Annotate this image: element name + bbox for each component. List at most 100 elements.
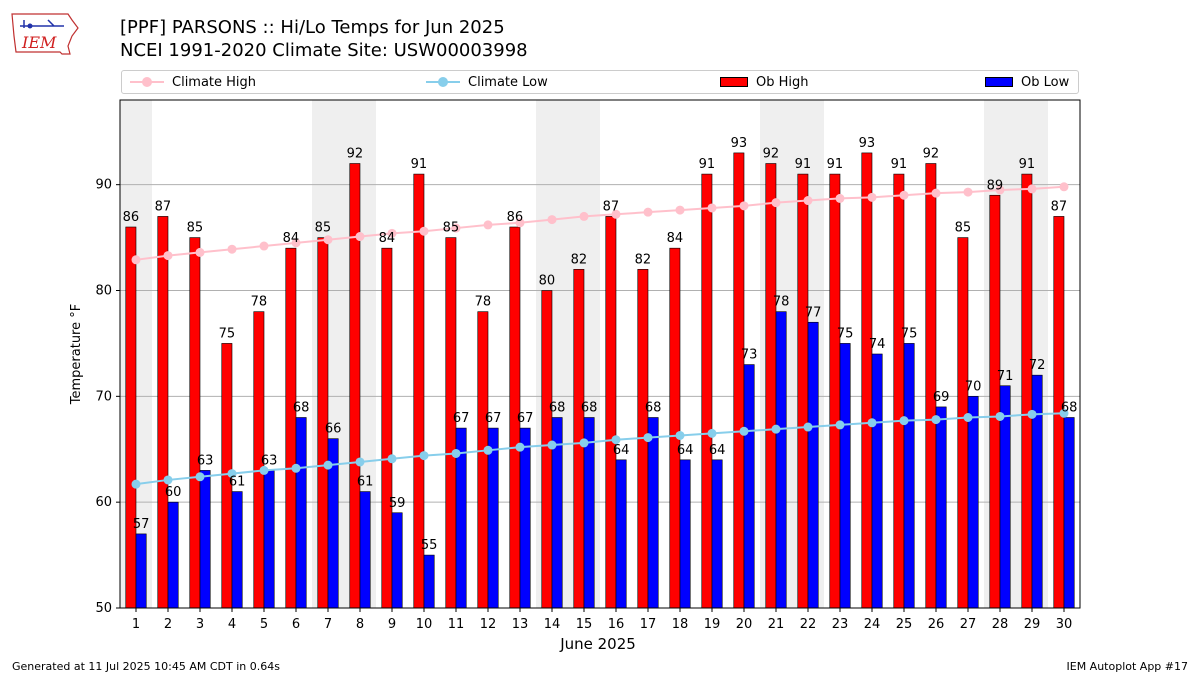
ob-low-label-day-9: 59 <box>389 496 406 511</box>
ob-high-label-day-22: 91 <box>795 157 812 172</box>
climate-high-point-day-21 <box>771 198 781 208</box>
ob-low-bar-day-1 <box>135 533 147 609</box>
climate-low-point-day-8 <box>355 457 365 467</box>
ob-high-bar-day-9 <box>381 247 393 609</box>
climate-low-point-day-20 <box>739 426 749 436</box>
legend-climate-low-label: Climate Low <box>468 74 548 90</box>
chart-subtitle: NCEI 1991-2020 Climate Site: USW00003998 <box>120 40 528 61</box>
footer-app: IEM Autoplot App #17 <box>1066 660 1189 673</box>
ob-low-label-day-12: 67 <box>485 411 502 426</box>
x-tick-label: 25 <box>896 617 913 632</box>
ob-high-bar-day-24 <box>861 152 873 609</box>
ob-high-bar-day-16 <box>605 216 617 609</box>
x-tick-label: 1 <box>132 617 140 632</box>
y-tick-label: 50 <box>95 601 112 616</box>
ob-high-label-day-17: 82 <box>635 252 652 267</box>
climate-low-point-day-1 <box>131 479 141 489</box>
ob-high-label-day-4: 75 <box>219 326 236 341</box>
x-tick-label: 27 <box>960 617 977 632</box>
climate-high-point-day-27 <box>963 187 973 197</box>
legend-ob-low: Ob Low <box>985 71 1069 93</box>
logo-text: IEM <box>21 33 57 52</box>
ob-high-label-day-27: 85 <box>955 221 972 236</box>
x-tick-label: 30 <box>1056 617 1073 632</box>
ob-high-label-day-1: 86 <box>123 210 140 225</box>
weather-station-icon <box>20 19 64 28</box>
x-tick-label: 3 <box>196 617 204 632</box>
y-tick-label: 60 <box>95 495 112 510</box>
ob-high-label-day-7: 85 <box>315 221 332 236</box>
ob-low-label-day-15: 68 <box>581 401 598 416</box>
ob-low-label-day-23: 75 <box>837 326 854 341</box>
climate-high-point-day-19 <box>707 203 717 213</box>
ob-low-bar-day-25 <box>903 343 915 609</box>
climate-high-point-day-14 <box>547 215 557 225</box>
climate-low-point-day-10 <box>419 451 429 461</box>
x-tick-label: 23 <box>832 617 849 632</box>
x-tick-label: 15 <box>576 617 593 632</box>
ob-low-label-day-2: 60 <box>165 485 182 500</box>
ob-low-label-day-25: 75 <box>901 326 918 341</box>
plot-frame <box>119 99 1081 609</box>
climate-low-point-day-25 <box>899 416 909 426</box>
ob-high-bar-day-6 <box>285 247 297 609</box>
ob-low-bar-day-22 <box>807 321 819 609</box>
ob-low-label-day-10: 55 <box>421 538 438 553</box>
ob-low-bar-day-13 <box>519 427 531 609</box>
ob-high-bar-day-27 <box>957 237 969 609</box>
ob-high-bar-day-29 <box>1021 173 1033 609</box>
climate-high-point-day-24 <box>867 192 877 202</box>
ob-low-label-day-19: 64 <box>709 443 726 458</box>
gridlines <box>120 184 1080 503</box>
climate-low-point-day-5 <box>259 465 269 475</box>
climate-low-point-day-2 <box>163 475 173 485</box>
climate-high-point-day-10 <box>419 226 429 236</box>
ob-high-label-day-23: 91 <box>827 157 844 172</box>
x-tick-label: 22 <box>800 617 817 632</box>
climate-low-point-day-17 <box>643 433 653 443</box>
climate-low-point-day-30 <box>1059 408 1069 418</box>
legend-climate-high: Climate High <box>130 71 256 93</box>
climate-low-point-day-27 <box>963 413 973 422</box>
climate-lines <box>131 182 1069 489</box>
ob-low-label-day-18: 64 <box>677 443 694 458</box>
ob-high-label-day-16: 87 <box>603 199 620 214</box>
legend-climate-low: Climate Low <box>426 71 548 93</box>
legend-climate-high-swatch <box>130 77 164 87</box>
x-tick-label: 19 <box>704 617 721 632</box>
climate-high-point-day-22 <box>803 196 813 206</box>
ob-low-label-day-5: 63 <box>261 453 278 468</box>
legend-climate-high-label: Climate High <box>172 74 257 90</box>
ob-low-label-day-24: 74 <box>869 337 886 352</box>
x-tick-label: 2 <box>164 617 172 632</box>
ob-low-bar-day-5 <box>263 470 275 609</box>
ob-high-bar-day-8 <box>349 163 361 609</box>
climate-low-point-day-22 <box>803 422 813 432</box>
x-tick-label: 16 <box>608 617 625 632</box>
ob-low-label-day-26: 69 <box>933 390 950 405</box>
climate-low-point-day-28 <box>995 411 1005 421</box>
ob-high-label-day-26: 92 <box>923 147 940 162</box>
climate-low-point-day-14 <box>547 440 557 450</box>
legend-climate-low-swatch <box>426 77 460 87</box>
ob-high-label-day-24: 93 <box>859 136 876 151</box>
ob-low-bar-day-26 <box>935 406 947 609</box>
ob-low-bar-day-27 <box>967 396 979 609</box>
ob-high-label-day-20: 93 <box>731 136 748 151</box>
x-tick-label: 5 <box>260 617 268 632</box>
climate-high-point-day-17 <box>643 207 653 217</box>
ob-low-bar-day-2 <box>167 501 179 609</box>
ob-low-bar-day-12 <box>487 427 499 609</box>
x-tick-label: 24 <box>864 617 881 632</box>
legend-ob-high-label: Ob High <box>756 74 809 90</box>
ob-low-label-day-22: 77 <box>805 305 822 320</box>
ob-high-bar-day-14 <box>541 290 553 609</box>
ob-low-bar-day-21 <box>775 311 787 609</box>
ob-low-label-day-30: 68 <box>1061 401 1078 416</box>
climate-high-point-day-9 <box>387 228 397 238</box>
ob-high-label-day-21: 92 <box>763 147 780 162</box>
climate-low-point-day-19 <box>707 428 717 438</box>
y-tick-label: 80 <box>95 284 112 299</box>
ob-high-bar-day-18 <box>669 247 681 609</box>
